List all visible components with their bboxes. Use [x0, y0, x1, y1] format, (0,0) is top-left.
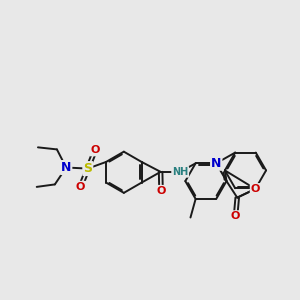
Text: O: O [90, 146, 100, 155]
Text: S: S [83, 162, 92, 175]
Text: O: O [251, 184, 260, 194]
Text: O: O [231, 211, 240, 221]
Text: N: N [211, 157, 221, 170]
Text: N: N [61, 161, 71, 174]
Text: O: O [76, 182, 85, 192]
Text: O: O [156, 186, 166, 196]
Text: NH: NH [172, 167, 188, 177]
